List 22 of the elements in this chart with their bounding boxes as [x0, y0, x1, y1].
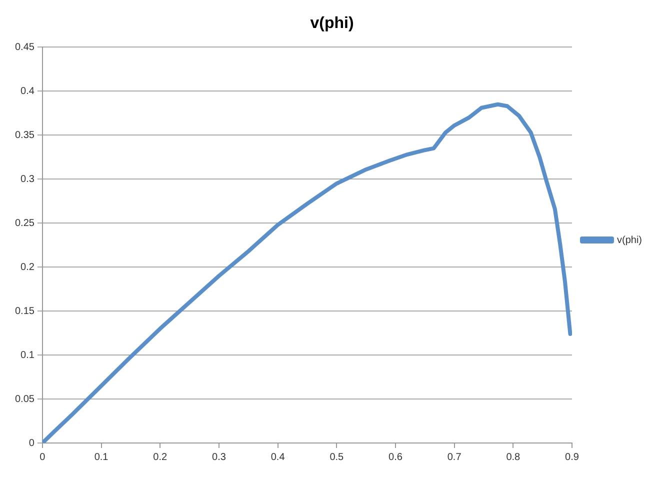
y-tick-label: 0.4 — [20, 86, 35, 97]
x-tick-label: 0.4 — [270, 452, 286, 463]
x-tick-label: 0.2 — [153, 452, 168, 463]
y-tick-label: 0.45 — [14, 42, 35, 53]
x-tick-label: 0.1 — [94, 452, 109, 463]
y-tick-label: 0.15 — [14, 306, 35, 317]
chart-title: v(phi) — [310, 15, 354, 32]
x-tick-label: 0.9 — [565, 452, 580, 463]
x-tick-label: 0.8 — [506, 452, 521, 463]
y-tick-label: 0 — [28, 438, 35, 449]
y-tick-label: 0.25 — [14, 218, 35, 229]
y-tick-label: 0.35 — [14, 130, 35, 141]
y-tick-label: 0.2 — [20, 262, 35, 273]
y-tick-label: 0.3 — [20, 174, 35, 185]
x-tick-label: 0.7 — [447, 452, 462, 463]
x-tick-label: 0.3 — [212, 452, 226, 463]
y-tick-label: 0.1 — [20, 350, 35, 361]
legend-label: v(phi) — [616, 234, 642, 246]
x-tick-label: 0 — [40, 452, 46, 463]
y-tick-label: 0.05 — [14, 394, 35, 405]
x-tick-label: 0.5 — [330, 452, 344, 463]
x-tick-label: 0.6 — [388, 452, 403, 463]
